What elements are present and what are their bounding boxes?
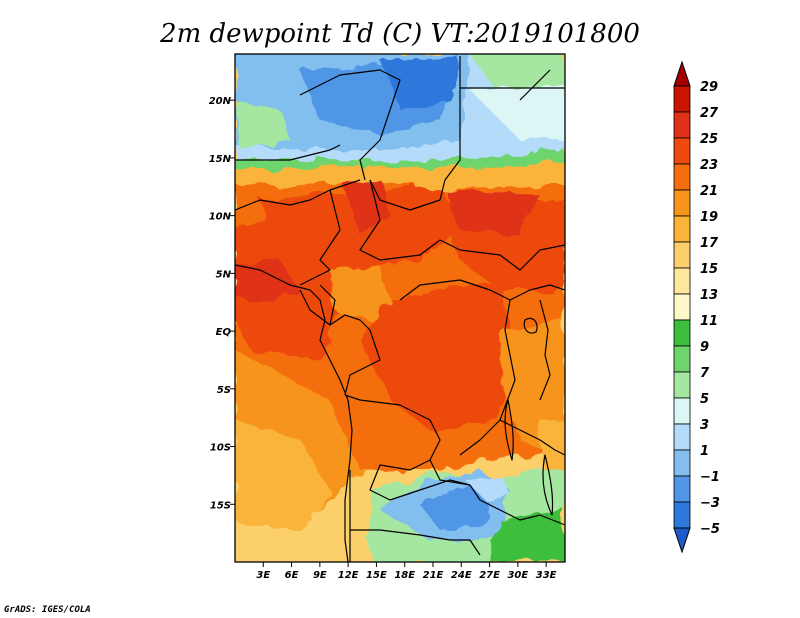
map-title: 2m dewpoint Td (C) VT:2019101800 xyxy=(159,19,640,49)
colorbar-swatch xyxy=(673,137,691,165)
colorbar-label: 3 xyxy=(700,418,709,433)
grads-credit: GrADS: IGES/COLA xyxy=(4,605,91,615)
colorbar-swatch xyxy=(673,501,691,529)
colorbar-label: 23 xyxy=(700,158,718,173)
colorbar-swatch xyxy=(673,371,691,399)
colorbar-swatch xyxy=(673,189,691,217)
colorbar-swatch xyxy=(673,449,691,477)
lon-tick-label: 15E xyxy=(366,570,387,581)
colorbar-label: 7 xyxy=(700,366,710,381)
colorbar-label: −3 xyxy=(700,496,720,511)
colorbar-label: −5 xyxy=(700,522,720,537)
colorbar-label: 15 xyxy=(700,262,718,277)
colorbar-label: 1 xyxy=(700,444,709,459)
colorbar-swatch xyxy=(673,111,691,139)
lon-tick-label: 24E xyxy=(451,570,472,581)
lon-tick-label: 30E xyxy=(507,570,528,581)
colorbar-label: 5 xyxy=(700,392,709,407)
colorbar-bottom-arrow xyxy=(673,527,691,554)
colorbar-label: 11 xyxy=(700,314,718,329)
colorbar-label: 19 xyxy=(700,210,718,225)
colorbar-label: 29 xyxy=(700,80,718,95)
lon-tick-label: 9E xyxy=(313,570,327,581)
colorbar-swatch xyxy=(673,267,691,295)
colorbar-label: 25 xyxy=(700,132,718,147)
lat-tick-label: 15S xyxy=(210,500,231,511)
colorbar-label: 27 xyxy=(700,106,719,121)
colorbar-label: 13 xyxy=(700,288,718,303)
longitude-axis: 3E 6E 9E 12E 15E 18E 21E 24E 27E 30E 33E xyxy=(256,562,557,581)
lon-tick-label: 27E xyxy=(479,570,500,581)
colorbar-swatch xyxy=(673,163,691,191)
colorbar-label: 9 xyxy=(700,340,709,355)
lon-tick-label: 18E xyxy=(394,570,415,581)
colorbar-swatch xyxy=(673,345,691,373)
colorbar-swatch xyxy=(673,293,691,321)
lon-tick-label: 3E xyxy=(256,570,270,581)
lat-tick-label: 5S xyxy=(217,385,231,396)
lat-tick-label: EQ xyxy=(216,327,232,338)
lat-tick-label: 20N xyxy=(209,96,232,107)
colorbar-swatch xyxy=(673,475,691,503)
latitude-axis: 20N 15N 10N 5N EQ 5S 10S 15S xyxy=(209,96,235,511)
colorbar-swatch xyxy=(673,85,691,113)
lat-tick-label: 5N xyxy=(216,269,232,280)
colorbar-top-arrow xyxy=(673,60,691,87)
country-boundaries xyxy=(235,56,565,562)
map-frame xyxy=(234,53,566,563)
colorbar-swatch xyxy=(673,397,691,425)
lon-tick-label: 33E xyxy=(536,570,557,581)
lon-tick-label: 21E xyxy=(423,570,444,581)
lat-tick-label: 10S xyxy=(210,443,231,454)
colorbar: 29 27 25 23 21 19 17 15 13 11 9 7 5 3 1 −1 −3 −5 xyxy=(673,60,720,554)
lon-tick-label: 6E xyxy=(285,570,299,581)
colorbar-label: 17 xyxy=(700,236,719,251)
colorbar-swatch xyxy=(673,215,691,243)
colorbar-label: 21 xyxy=(700,184,718,199)
colorbar-swatch xyxy=(673,241,691,269)
lon-tick-label: 12E xyxy=(338,570,359,581)
lat-tick-label: 10N xyxy=(209,212,232,223)
lat-tick-label: 15N xyxy=(209,154,232,165)
colorbar-label: −1 xyxy=(700,470,720,485)
colorbar-swatch xyxy=(673,423,691,451)
dewpoint-field xyxy=(235,54,565,562)
colorbar-swatch xyxy=(673,319,691,347)
